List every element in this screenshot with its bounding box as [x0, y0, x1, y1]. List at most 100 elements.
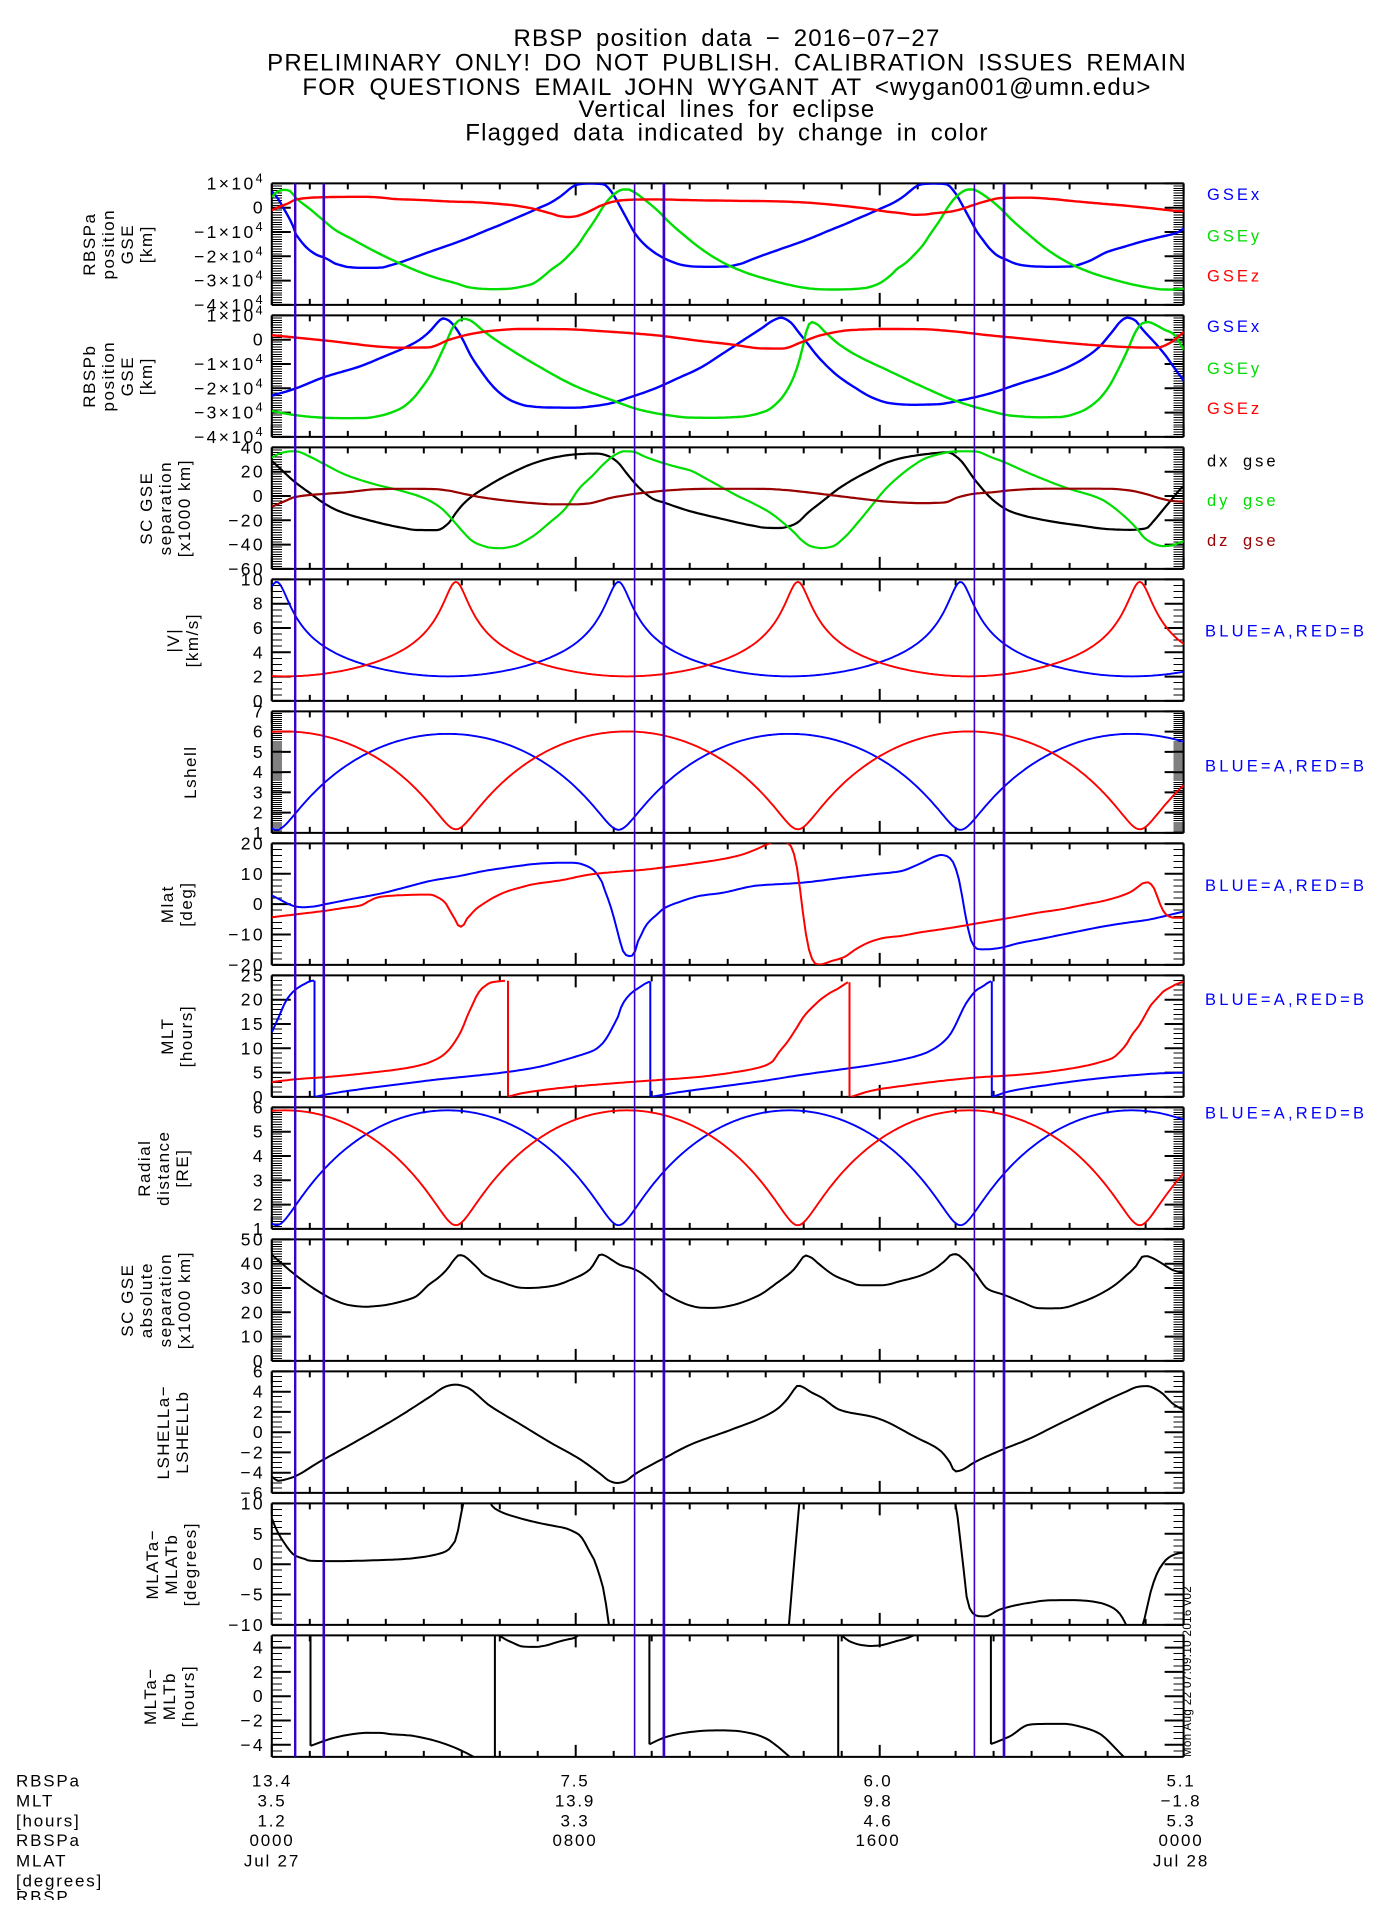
svg-text:6: 6: [253, 1097, 265, 1117]
svg-text:0: 0: [253, 1686, 265, 1706]
svg-text:GSEy: GSEy: [1207, 228, 1262, 246]
svg-text:4: 4: [253, 1638, 265, 1658]
svg-text:0: 0: [253, 691, 265, 711]
svg-text:MLATb: MLATb: [162, 1534, 181, 1595]
svg-text:[km/s]: [km/s]: [183, 613, 202, 667]
svg-text:[km]: [km]: [137, 357, 156, 395]
svg-text:MLATa−: MLATa−: [143, 1529, 162, 1600]
svg-text:4: 4: [253, 1382, 265, 1402]
svg-text:GSEz: GSEz: [1207, 400, 1262, 418]
svg-text:10: 10: [241, 1038, 265, 1058]
svg-text:1.2: 1.2: [257, 1812, 286, 1831]
svg-text:PRELIMINARY ONLY! DO NOT PUBLI: PRELIMINARY ONLY! DO NOT PUBLISH. CALIBR…: [267, 50, 1187, 77]
svg-text:|V|: |V|: [164, 628, 183, 653]
svg-text:0: 0: [253, 1087, 265, 1107]
svg-text:20: 20: [241, 833, 265, 853]
svg-text:dx gse: dx gse: [1207, 453, 1279, 471]
svg-text:4.6: 4.6: [863, 1812, 892, 1831]
svg-text:6: 6: [253, 618, 265, 638]
svg-text:3.5: 3.5: [257, 1792, 286, 1811]
svg-text:4: 4: [253, 1146, 265, 1166]
svg-text:position: position: [99, 209, 118, 280]
svg-text:BLUE=A,RED=B: BLUE=A,RED=B: [1205, 758, 1367, 776]
svg-text:5.3: 5.3: [1166, 1812, 1195, 1831]
svg-text:13.9: 13.9: [555, 1792, 595, 1811]
svg-text:6: 6: [253, 722, 265, 742]
svg-text:15: 15: [241, 1014, 265, 1034]
svg-text:4: 4: [253, 642, 265, 662]
svg-text:[hours]: [hours]: [177, 1005, 196, 1067]
svg-text:−1×104: −1×104: [194, 352, 265, 374]
svg-text:RBSPa: RBSPa: [16, 1772, 81, 1791]
svg-text:position: position: [99, 341, 118, 412]
svg-text:GSE: GSE: [118, 224, 137, 264]
svg-text:dz gse: dz gse: [1207, 532, 1279, 550]
svg-text:0800: 0800: [552, 1831, 597, 1850]
svg-text:MLTa−: MLTa−: [141, 1667, 160, 1725]
svg-text:GSEz: GSEz: [1207, 268, 1262, 286]
svg-text:[deg]: [deg]: [177, 881, 196, 926]
svg-text:separation: separation: [156, 1253, 175, 1347]
svg-text:MLT: MLT: [16, 1792, 54, 1811]
svg-text:RBSPa: RBSPa: [80, 213, 99, 276]
svg-text:7: 7: [253, 701, 265, 721]
svg-text:Jul 27: Jul 27: [244, 1852, 300, 1871]
svg-text:1×104: 1×104: [207, 171, 265, 193]
svg-text:9.8: 9.8: [863, 1792, 892, 1811]
svg-text:10: 10: [241, 864, 265, 884]
svg-text:−3×104: −3×104: [194, 401, 265, 423]
svg-text:BLUE=A,RED=B: BLUE=A,RED=B: [1205, 1105, 1367, 1123]
svg-text:−20: −20: [228, 510, 265, 530]
svg-text:10: 10: [241, 1327, 265, 1347]
svg-text:2: 2: [253, 1402, 265, 1422]
svg-text:20: 20: [241, 990, 265, 1010]
svg-text:0: 0: [253, 894, 265, 914]
svg-text:20: 20: [241, 462, 265, 482]
svg-text:2: 2: [253, 1662, 265, 1682]
svg-text:−3×104: −3×104: [194, 269, 265, 291]
svg-text:GSEx: GSEx: [1207, 186, 1262, 204]
svg-text:GSE: GSE: [118, 356, 137, 396]
svg-text:LSHELLa−: LSHELLa−: [154, 1385, 173, 1480]
svg-text:dy gse: dy gse: [1207, 492, 1279, 510]
svg-text:−10: −10: [228, 1615, 265, 1635]
svg-text:40: 40: [241, 1254, 265, 1274]
svg-text:0: 0: [253, 330, 265, 350]
svg-text:[x1000 km]: [x1000 km]: [175, 459, 194, 557]
svg-text:Lshell: Lshell: [181, 745, 200, 798]
svg-text:−20: −20: [228, 955, 265, 975]
svg-text:2: 2: [253, 1195, 265, 1215]
svg-text:−6: −6: [240, 1483, 265, 1503]
svg-text:0: 0: [253, 198, 265, 218]
svg-text:8: 8: [253, 594, 265, 614]
svg-text:1600: 1600: [855, 1831, 900, 1850]
svg-text:RBSP: RBSP: [16, 1888, 70, 1901]
svg-text:0: 0: [253, 1554, 265, 1574]
svg-text:30: 30: [241, 1278, 265, 1298]
svg-text:1: 1: [253, 1219, 265, 1239]
svg-text:[x1000 km]: [x1000 km]: [175, 1251, 194, 1349]
svg-text:Radial: Radial: [135, 1140, 154, 1197]
svg-text:0: 0: [253, 1422, 265, 1442]
svg-text:7.5: 7.5: [560, 1772, 589, 1791]
svg-text:−40: −40: [228, 535, 265, 555]
svg-text:0000: 0000: [249, 1831, 294, 1850]
svg-text:BLUE=A,RED=B: BLUE=A,RED=B: [1205, 877, 1367, 895]
svg-text:−2: −2: [240, 1442, 265, 1462]
svg-text:[hours]: [hours]: [179, 1665, 198, 1727]
svg-text:13.4: 13.4: [252, 1772, 292, 1791]
svg-text:−4: −4: [240, 1735, 265, 1755]
svg-text:6.0: 6.0: [863, 1772, 892, 1791]
svg-text:absolute: absolute: [137, 1262, 156, 1338]
svg-text:MLTb: MLTb: [160, 1672, 179, 1720]
svg-text:RBSPb: RBSPb: [80, 345, 99, 408]
svg-text:−5: −5: [240, 1585, 265, 1605]
svg-text:0: 0: [253, 1351, 265, 1371]
svg-text:SC GSE: SC GSE: [118, 1264, 137, 1337]
svg-text:5.1: 5.1: [1166, 1772, 1195, 1791]
svg-text:BLUE=A,RED=B: BLUE=A,RED=B: [1205, 991, 1367, 1009]
svg-text:Mon Aug 22 07:09:10 2016 v02: Mon Aug 22 07:09:10 2016 v02: [1182, 1586, 1194, 1757]
svg-text:0000: 0000: [1158, 1831, 1203, 1850]
svg-text:[degrees]: [degrees]: [16, 1872, 103, 1891]
svg-text:25: 25: [241, 965, 265, 985]
